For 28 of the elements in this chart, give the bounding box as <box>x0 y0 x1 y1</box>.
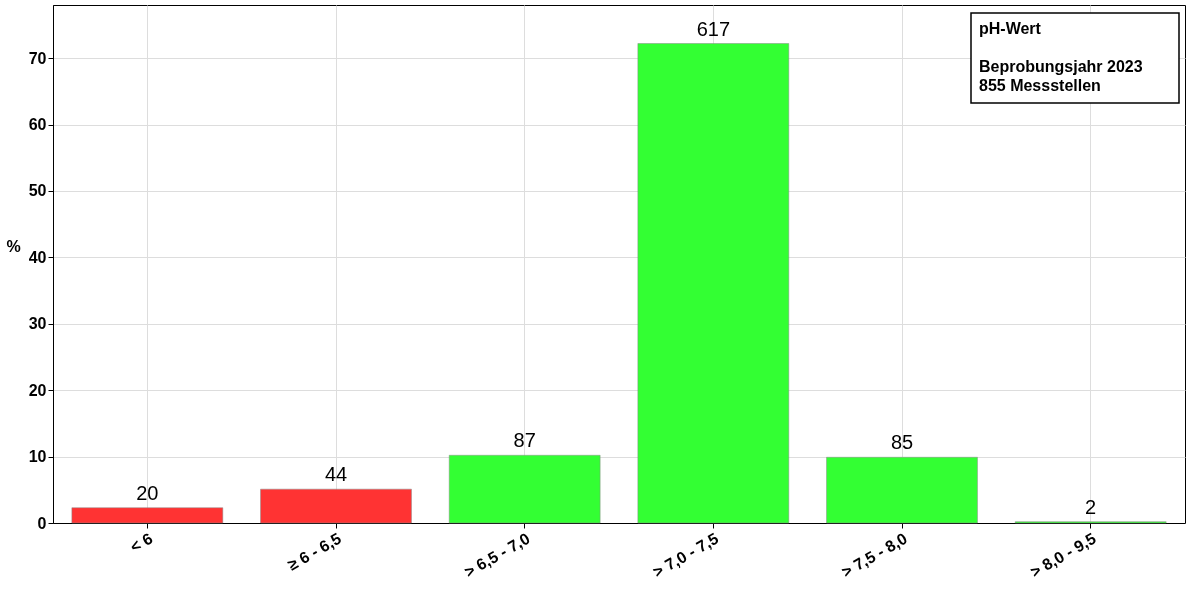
x-tick-label: > 8,0 - 9,5 <box>1027 529 1099 581</box>
bar <box>826 457 978 524</box>
bar <box>448 455 601 524</box>
x-tick-label: < 6 <box>127 529 156 556</box>
x-tick-label: > 7,0 - 7,5 <box>650 529 722 581</box>
x-tick-label: > 7,5 - 8,0 <box>838 529 911 581</box>
bar <box>71 507 224 524</box>
y-tick-label: 60 <box>28 116 47 134</box>
annotation: 2 <box>1085 495 1097 518</box>
y-tick-label: 0 <box>37 514 47 532</box>
annotation: 85 <box>890 431 914 454</box>
annotation: 44 <box>324 463 348 486</box>
y-axis-title: % <box>6 237 21 255</box>
annotation: Beprobungsjahr 2023 855 Messstellen <box>979 58 1143 94</box>
annotation: 617 <box>696 17 731 40</box>
y-tick-label: 10 <box>28 448 47 466</box>
bar <box>637 43 790 524</box>
annotation: 87 <box>513 429 536 452</box>
y-tick-label: 20 <box>28 381 47 399</box>
x-tick-label: > 6,5 - 7,0 <box>461 529 533 581</box>
y-tick-label: 30 <box>28 315 47 333</box>
bar <box>260 488 412 524</box>
y-tick-label: 40 <box>28 248 47 266</box>
x-tick-label: ≥ 6 - 6,5 <box>284 529 345 574</box>
annotation: 20 <box>136 481 159 504</box>
y-tick-label: 50 <box>28 182 47 200</box>
y-tick-label: 70 <box>28 49 47 67</box>
annotation: pH-Wert <box>979 20 1042 37</box>
